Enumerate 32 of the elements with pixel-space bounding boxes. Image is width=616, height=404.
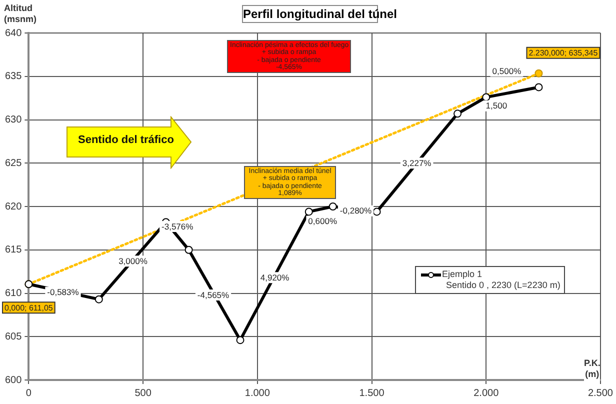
annotation: 2.230,000; 635,345 <box>528 48 598 58</box>
x-tick-label: 2.500 <box>588 388 614 399</box>
y-tick-label: 640 <box>4 28 22 39</box>
y-tick-label: 615 <box>4 244 22 256</box>
annotation: -0,583% <box>47 287 80 298</box>
x-tick-label: 1.500 <box>359 388 385 399</box>
x-tick-label: 500 <box>134 388 152 399</box>
y-tick-label: 620 <box>4 201 22 212</box>
annotation: Sentido 0 , 2230 (L=2230 m) <box>445 280 560 291</box>
x-axis-title: P.K. (m) <box>584 358 600 380</box>
annotation: 3,227% <box>402 158 432 168</box>
annotation: 0,000; 611,05 <box>4 303 54 312</box>
annotation: 3,000% <box>118 256 148 266</box>
x-tick-label: 2.000 <box>474 388 500 399</box>
annotation: -4,565% <box>197 290 230 300</box>
annotation: 0,500% <box>492 66 522 76</box>
x-tick-label: 1.000 <box>244 388 270 399</box>
chart-title: Perfil longitudinal del túnel <box>242 6 398 23</box>
annotation: -0,280% <box>340 206 372 216</box>
annotation: 0,600% <box>308 216 338 226</box>
annotation: 4,920% <box>260 272 290 282</box>
y-tick-label: 610 <box>4 288 22 299</box>
legend-label: Ejemplo 1 <box>442 269 482 279</box>
y-tick-label: 625 <box>4 158 22 169</box>
x-tick-label: 0 <box>26 388 32 399</box>
y-tick-label: 600 <box>4 374 22 386</box>
y-axis-title: Altitud (msnm) <box>4 3 37 26</box>
annotation: Sentido del tráfico <box>78 134 174 146</box>
y-tick-label: 630 <box>4 114 22 126</box>
y-tick-label: 605 <box>4 331 22 342</box>
y-tick-label: 635 <box>4 71 22 82</box>
annotation: 1,500 <box>486 100 508 111</box>
